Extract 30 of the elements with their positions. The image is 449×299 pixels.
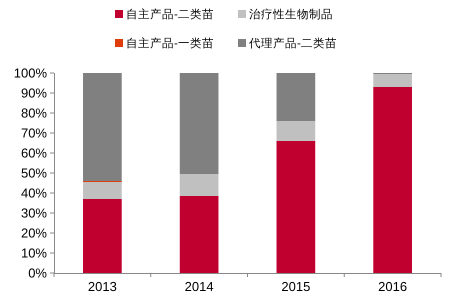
- legend-label: 治疗性生物制品: [249, 7, 333, 21]
- x-tick-label: 2016: [378, 279, 408, 294]
- y-tick-label: 40%: [20, 186, 48, 200]
- x-tick-label: 2013: [88, 279, 117, 294]
- bar: [180, 174, 218, 196]
- x-tick-label: 2015: [281, 279, 310, 294]
- bar: [276, 121, 316, 141]
- bar: [83, 199, 122, 273]
- bar: [373, 87, 412, 273]
- x-tick-label: 2014: [184, 279, 214, 294]
- bar: [276, 141, 316, 273]
- y-tick-label: 20%: [20, 226, 48, 240]
- y-tick-label: 30%: [20, 206, 48, 220]
- y-tick-label: 100%: [14, 66, 48, 80]
- bar: [180, 196, 218, 273]
- y-tick-label: 10%: [20, 246, 48, 260]
- y-tick-label: 60%: [20, 146, 48, 160]
- legend-label: 自主产品-二类苗: [126, 7, 214, 21]
- y-tick-label: 50%: [20, 166, 48, 180]
- legend-label: 自主产品-一类苗: [126, 36, 214, 50]
- bar: [83, 73, 122, 181]
- legend-label: 代理产品-二类苗: [248, 36, 337, 50]
- bar: [83, 182, 122, 199]
- bar: [373, 74, 412, 87]
- y-tick-label: 0%: [28, 266, 48, 280]
- bar: [180, 73, 218, 174]
- y-tick-label: 70%: [20, 126, 48, 140]
- bar: [276, 73, 316, 121]
- y-tick-label: 80%: [20, 106, 48, 120]
- y-tick-label: 90%: [20, 86, 48, 100]
